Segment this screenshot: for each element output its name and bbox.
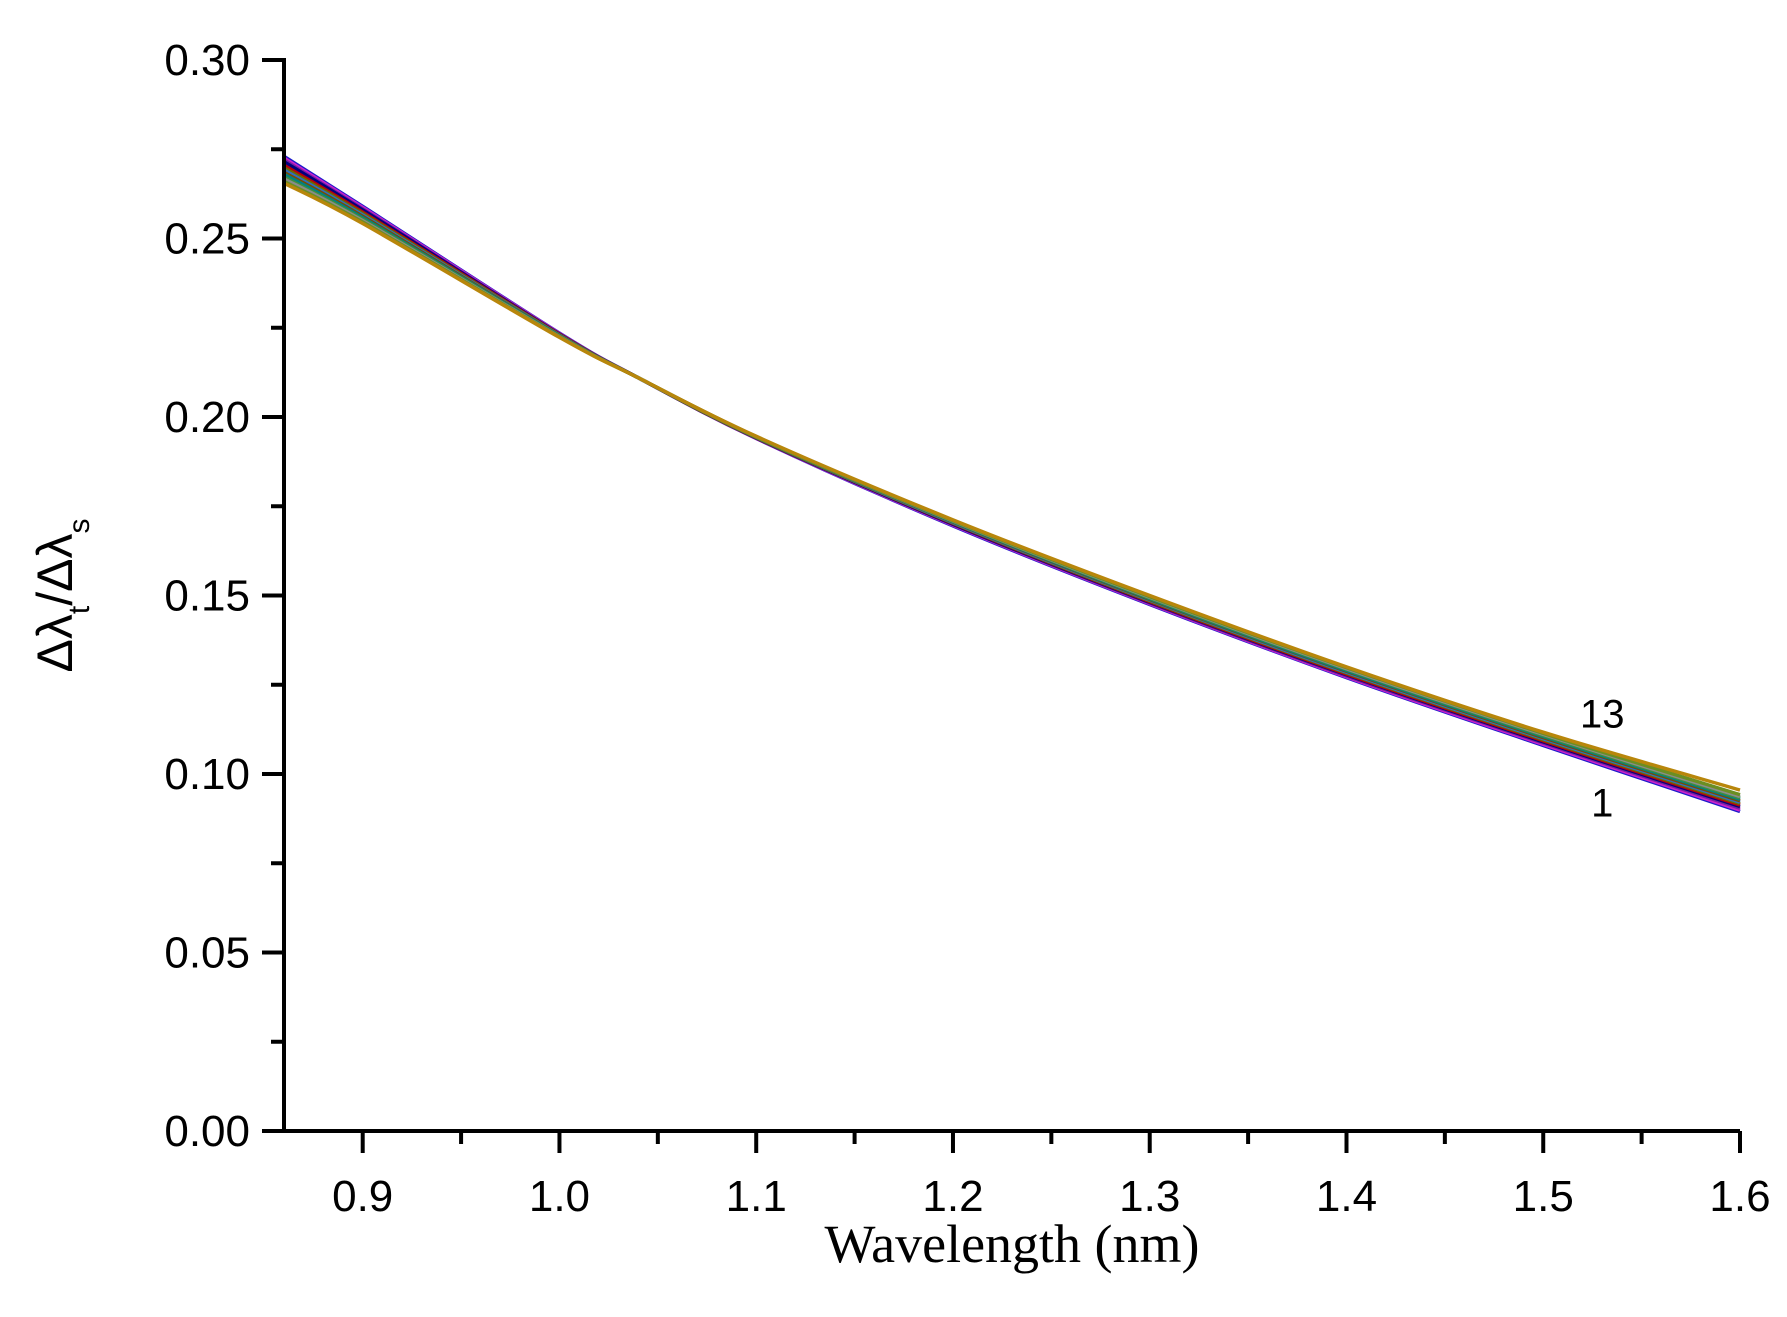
curve-annotation: 13 <box>1580 692 1625 736</box>
x-tick-label: 0.9 <box>332 1172 393 1221</box>
y-tick-label: 0.30 <box>164 36 250 85</box>
y-tick-label: 0.00 <box>164 1107 250 1156</box>
y-tick-label: 0.25 <box>164 215 250 264</box>
y-title-part: Δλ <box>27 614 83 672</box>
x-tick-label: 1.5 <box>1513 1172 1574 1221</box>
y-tick-label: 0.05 <box>164 929 250 978</box>
y-tick-label: 0.20 <box>164 393 250 442</box>
y-axis-title: Δλt/Δλs <box>27 518 96 672</box>
series-line-7 <box>283 168 1741 804</box>
annotations: 13 1 <box>1580 692 1625 825</box>
x-tick-label: 1.2 <box>922 1172 983 1221</box>
series-line-5 <box>283 163 1741 807</box>
x-tick-label: 1.3 <box>1119 1172 1180 1221</box>
y-title-subscript: t <box>63 605 96 614</box>
series-line-11 <box>283 177 1741 799</box>
series-line-3 <box>283 158 1741 810</box>
series-line-2 <box>283 156 1741 812</box>
y-title-part: /Δλ <box>27 533 83 605</box>
y-tick-label: 0.10 <box>164 750 250 799</box>
x-tick-label: 1.0 <box>529 1172 590 1221</box>
x-ticks: 0.9 1.0 1.1 1.2 1.3 1.4 1.5 1.6 <box>332 1131 1771 1221</box>
series-layer <box>283 154 1741 814</box>
curve-annotation: 1 <box>1591 782 1613 826</box>
series-line-10 <box>283 175 1741 800</box>
axes-layer <box>282 58 1740 1133</box>
series-line-13 <box>283 181 1741 792</box>
y-tick-label: 0.15 <box>164 572 250 621</box>
series-line-8 <box>283 170 1741 803</box>
y-ticks: 0.00 0.05 0.10 0.15 0.20 0.25 0.30 <box>164 36 284 1156</box>
series-line-12 <box>283 179 1741 797</box>
x-tick-label: 1.1 <box>726 1172 787 1221</box>
x-tick-label: 1.6 <box>1709 1172 1770 1221</box>
y-title-subscript: s <box>63 518 96 533</box>
series-line-9 <box>283 172 1741 802</box>
x-tick-label: 1.4 <box>1316 1172 1377 1221</box>
series-line-6 <box>283 166 1741 806</box>
x-axis-title: Wavelength (nm) <box>824 1214 1199 1274</box>
series-line-4 <box>283 160 1741 809</box>
series-line-1 <box>283 154 1741 814</box>
